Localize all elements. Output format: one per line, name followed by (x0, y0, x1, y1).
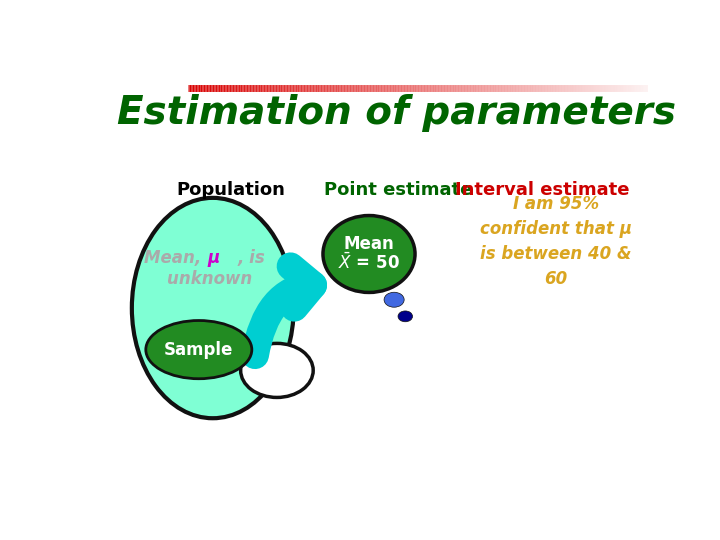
Text: unknown: unknown (167, 270, 253, 288)
Circle shape (398, 311, 413, 322)
Text: , is: , is (238, 249, 266, 267)
Text: $\bar{X}$ = 50: $\bar{X}$ = 50 (338, 252, 400, 273)
Text: Point estimate: Point estimate (324, 180, 473, 199)
Ellipse shape (132, 198, 294, 418)
Text: Mean,: Mean, (144, 249, 207, 267)
Circle shape (384, 292, 404, 307)
Ellipse shape (323, 215, 415, 293)
Text: Mean: Mean (343, 234, 395, 253)
Text: I am 95%
confident that μ
is between 40 &
60: I am 95% confident that μ is between 40 … (480, 195, 632, 288)
Text: Sample: Sample (164, 341, 233, 359)
Text: Estimation of parameters: Estimation of parameters (117, 93, 676, 132)
Text: μ: μ (207, 249, 220, 267)
Ellipse shape (145, 321, 252, 379)
Circle shape (240, 343, 313, 397)
Text: Interval estimate: Interval estimate (456, 180, 630, 199)
Text: Population: Population (176, 180, 285, 199)
FancyArrowPatch shape (255, 266, 313, 355)
